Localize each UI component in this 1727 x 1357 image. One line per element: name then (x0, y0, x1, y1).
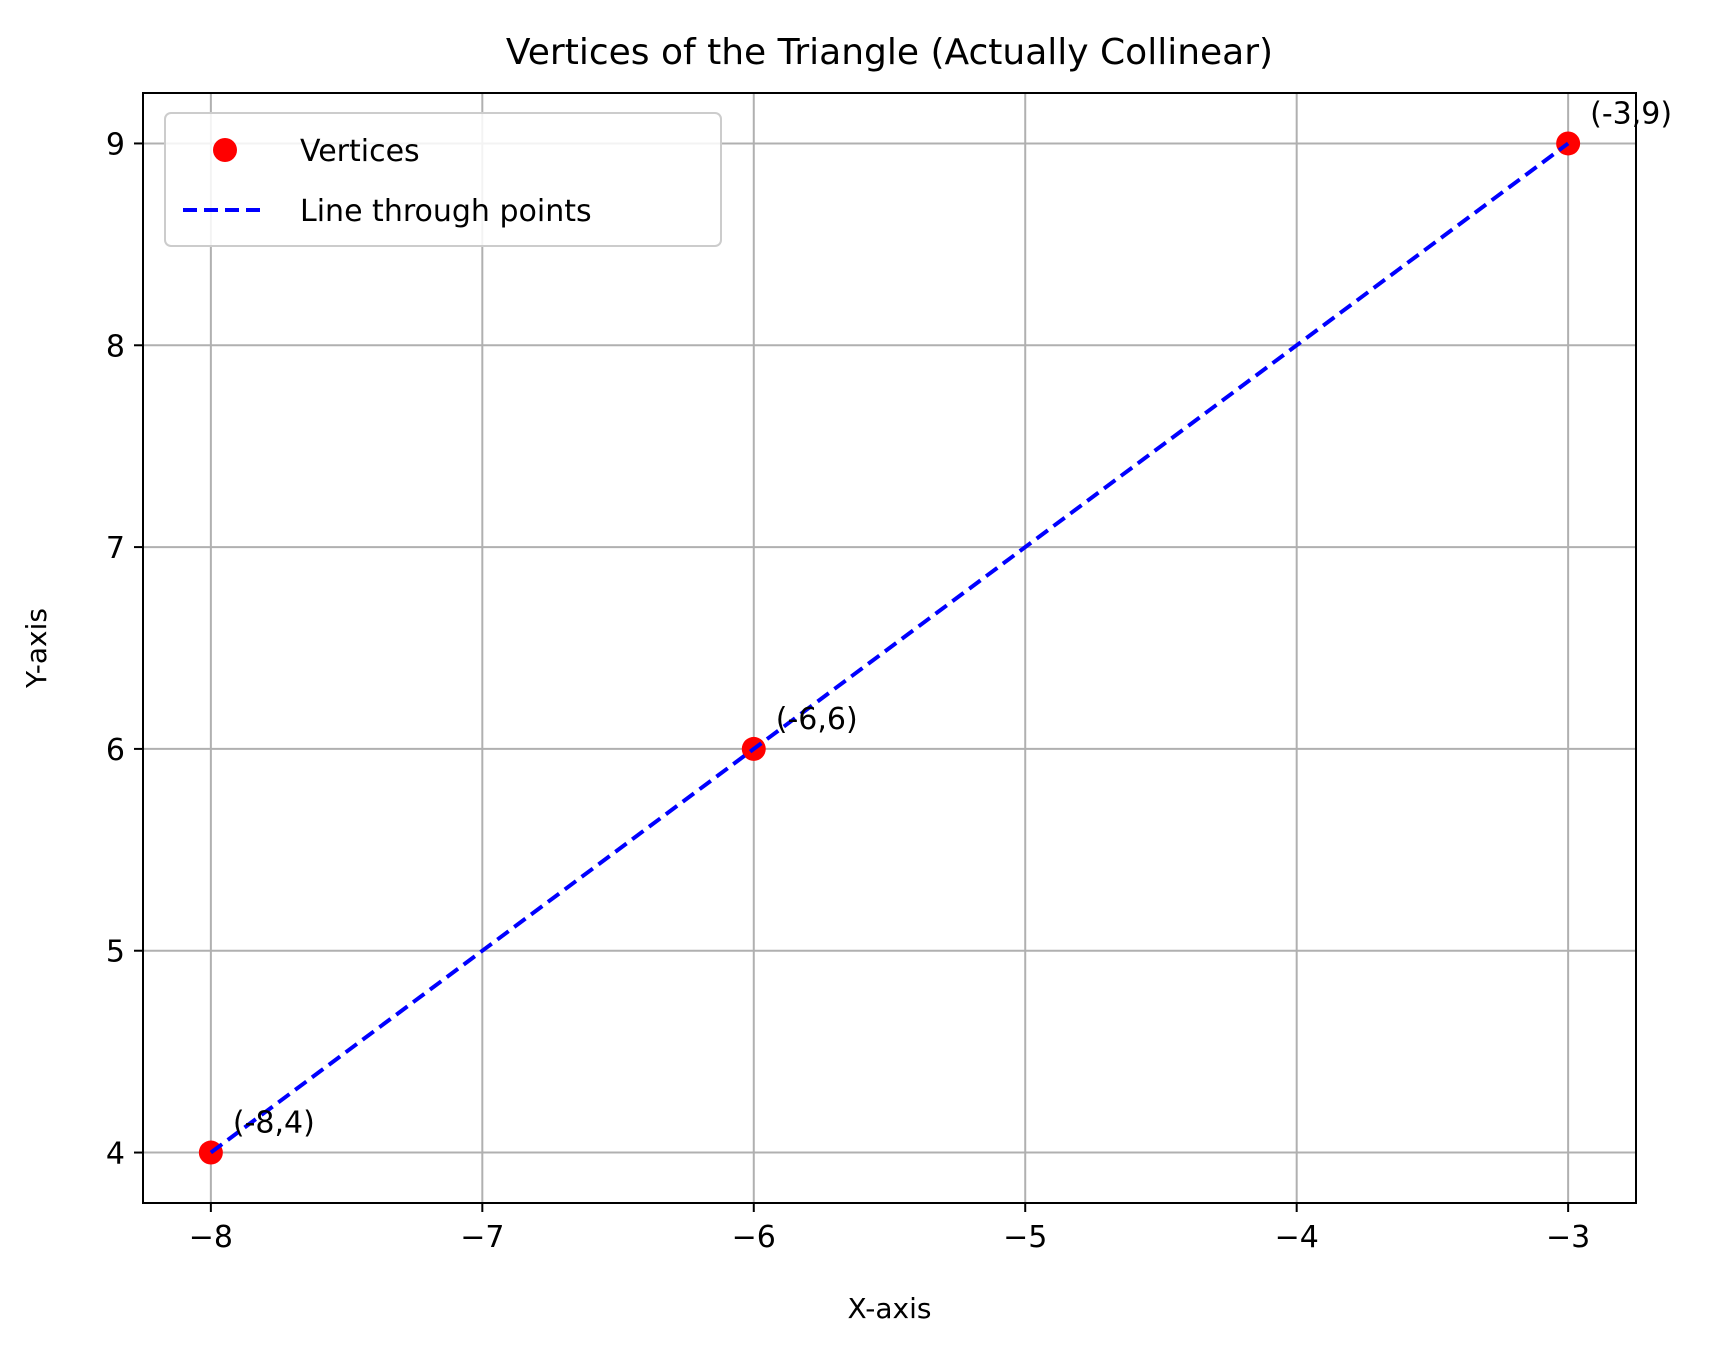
x-tick-label: −7 (460, 1220, 504, 1255)
x-axis-label: X-axis (848, 1292, 932, 1325)
x-tick-label: −3 (1546, 1220, 1590, 1255)
x-tick-label: −6 (732, 1220, 776, 1255)
point-annotation: (-6,6) (776, 702, 858, 737)
axis-ticks: −8 −7 −6 −5 −4 −3 4 5 6 7 8 9 (106, 127, 1590, 1255)
legend-label: Line through points (300, 194, 592, 229)
y-tick-label: 4 (106, 1137, 125, 1172)
y-tick-label: 9 (106, 127, 125, 162)
x-tick-label: −5 (1003, 1220, 1047, 1255)
legend-label: Vertices (300, 134, 420, 169)
plot-frame (142, 92, 1637, 1204)
y-tick-label: 8 (106, 329, 125, 364)
y-tick-label: 6 (106, 733, 125, 768)
x-tick-label: −4 (1275, 1220, 1319, 1255)
point-annotations: (-8,4) (-6,6) (-3,9) (233, 96, 1672, 1140)
y-tick-label: 5 (106, 935, 125, 970)
point-annotation: (-8,4) (233, 1106, 315, 1141)
legend-marker-vertices (213, 138, 237, 162)
plot-series (198, 131, 1581, 1165)
y-axis-label: Y-axis (20, 608, 53, 689)
legend: Vertices Line through points (164, 112, 722, 247)
line-through-points (209, 141, 1570, 1155)
x-tick-label: −8 (189, 1220, 233, 1255)
y-tick-label: 7 (106, 531, 125, 566)
point-annotation: (-3,9) (1590, 96, 1672, 131)
chart-title: Vertices of the Triangle (Actually Colli… (506, 32, 1273, 73)
grid (143, 93, 1636, 1203)
legend-box (164, 112, 722, 247)
